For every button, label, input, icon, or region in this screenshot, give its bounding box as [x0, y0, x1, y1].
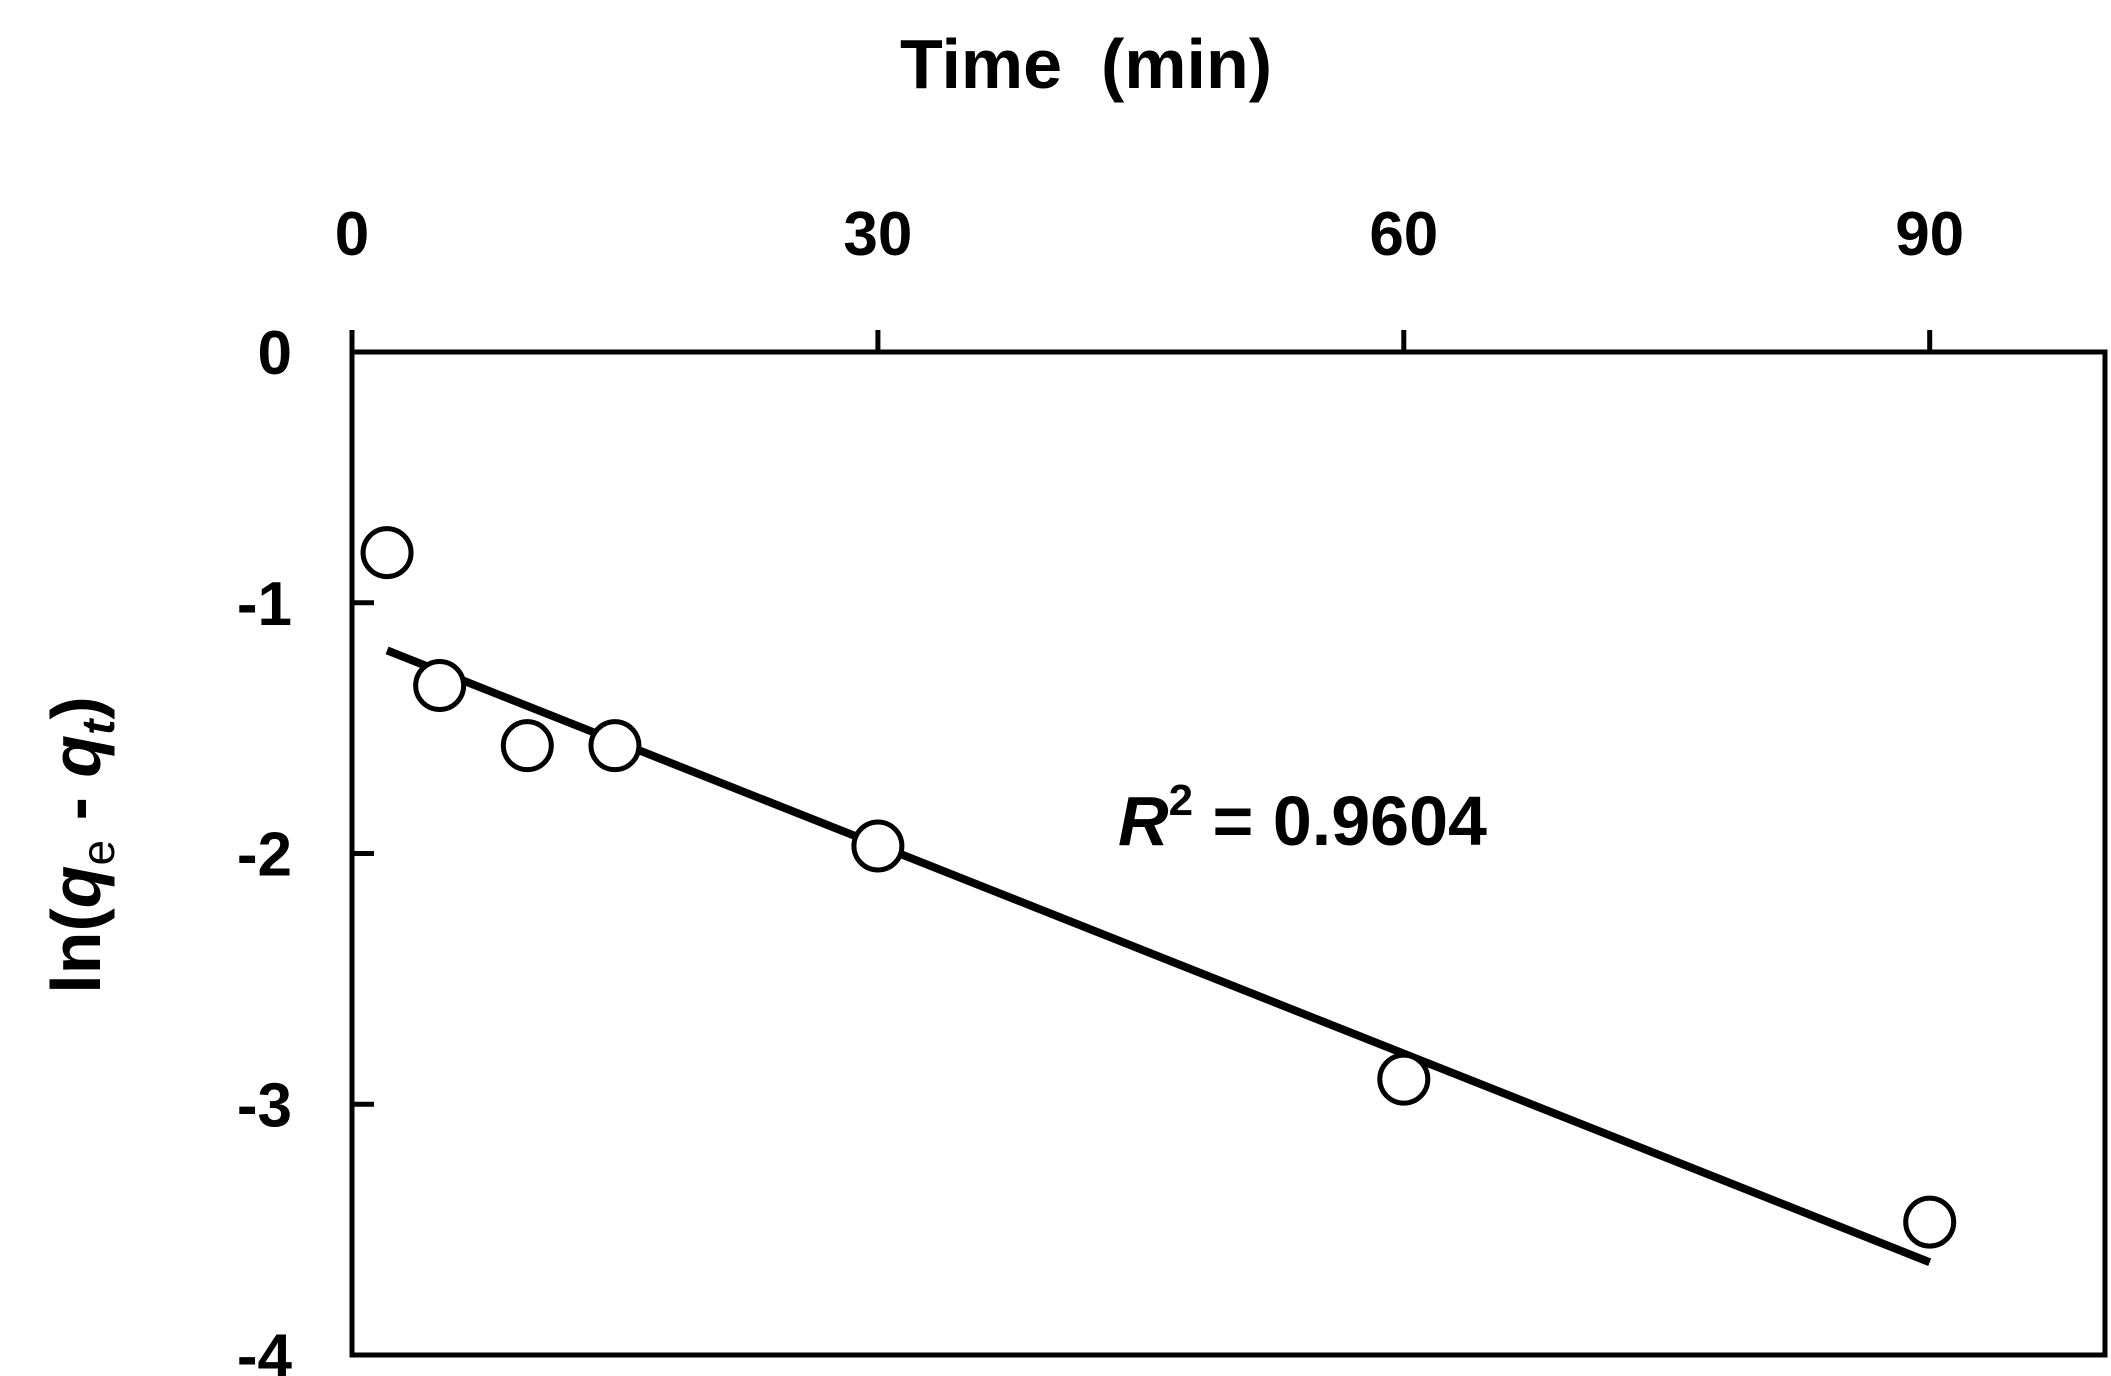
x-axis-title: Time (min): [900, 25, 1272, 103]
data-point: [360, 526, 414, 580]
r-squared-value: = 0.9604: [1193, 782, 1487, 860]
r-symbol: R: [1118, 782, 1169, 860]
y-axis-title-suffix: ): [37, 696, 115, 719]
data-point: [500, 719, 554, 773]
x-tick-label: 90: [1895, 200, 1964, 269]
y-axis-title-q2: q: [37, 735, 115, 778]
y-axis-title: ln(qe - qt): [37, 696, 124, 994]
x-tick-label: 60: [1369, 200, 1438, 269]
x-tick-label: 30: [843, 200, 912, 269]
y-axis-title-sub1: e: [72, 840, 124, 866]
y-tick-label: -1: [237, 570, 292, 639]
y-axis-title-q1: q: [37, 865, 115, 908]
fit-line-group: [385, 646, 1932, 1266]
data-point: [1377, 1052, 1431, 1106]
y-tick-label: -3: [237, 1071, 292, 1140]
y-axis-title-prefix: ln(: [37, 908, 115, 994]
data-point: [588, 719, 642, 773]
data-point: [1903, 1195, 1957, 1249]
data-point: [851, 819, 905, 873]
y-tick-label: -4: [237, 1322, 293, 1376]
data-points: [360, 526, 1957, 1249]
r-superscript: 2: [1169, 776, 1193, 825]
y-tick-label: -2: [237, 821, 292, 890]
r-squared-annotation: R2 = 0.9604: [1118, 776, 1487, 860]
x-ticks: 0 30 60 90: [335, 200, 1964, 352]
y-axis-title-sub2: t: [72, 718, 124, 735]
y-axis-title-mid: -: [37, 778, 115, 840]
y-ticks: 0 -1 -2 -3 -4: [237, 319, 374, 1376]
fit-line: [385, 646, 1932, 1266]
x-tick-label: 0: [335, 200, 369, 269]
y-tick-label: 0: [258, 319, 292, 388]
data-point: [413, 658, 467, 712]
